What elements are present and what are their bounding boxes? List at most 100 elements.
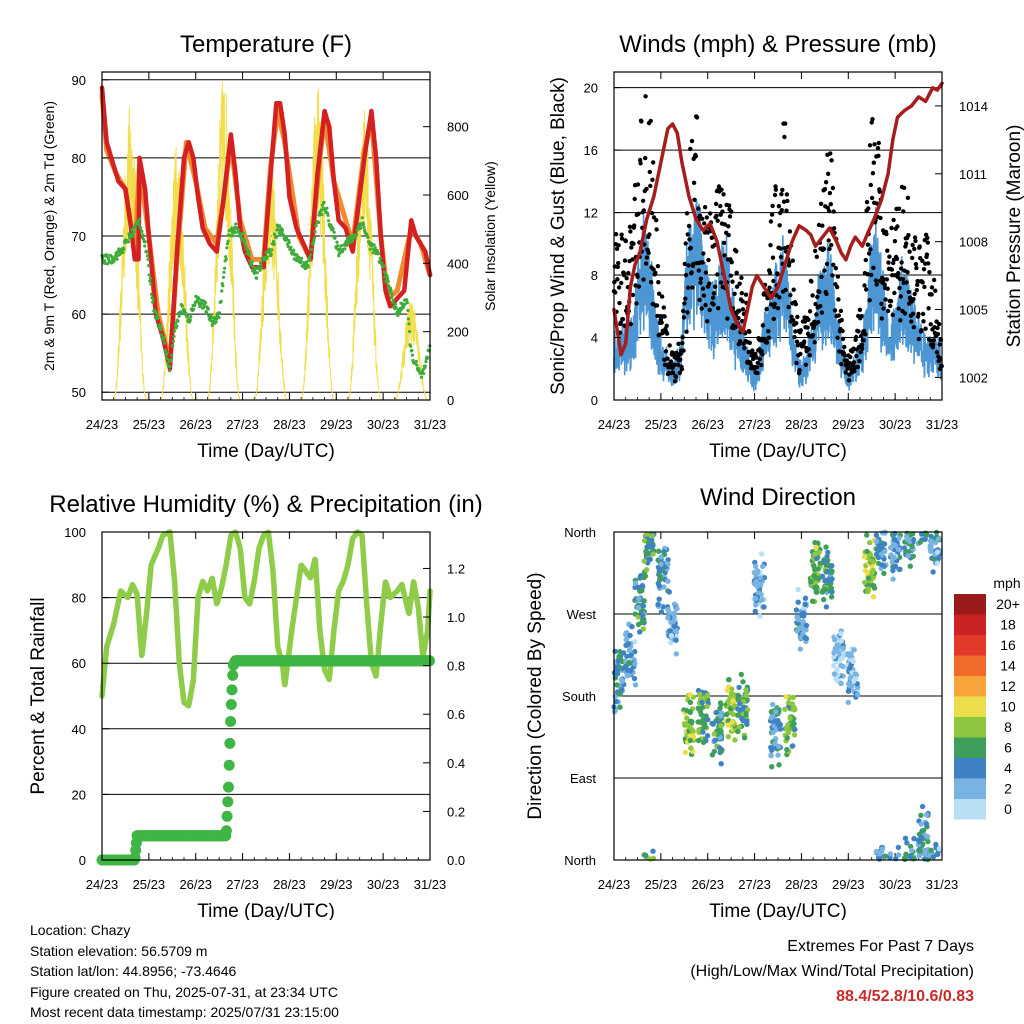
direction-point bbox=[759, 551, 765, 557]
direction-point bbox=[921, 856, 928, 862]
gust-point bbox=[694, 115, 700, 120]
gust-point bbox=[911, 297, 916, 302]
rain-point bbox=[225, 716, 237, 727]
y-tick-label: 20 bbox=[584, 81, 598, 96]
colorbar-label: 0 bbox=[1004, 801, 1012, 817]
gust-point bbox=[711, 302, 716, 307]
dewpoint-point bbox=[348, 234, 353, 238]
gust-point bbox=[861, 328, 867, 334]
gust-point bbox=[743, 292, 749, 297]
direction-point bbox=[770, 701, 776, 708]
gust-point bbox=[673, 374, 679, 380]
direction-point bbox=[798, 635, 804, 641]
gust-point bbox=[827, 246, 832, 252]
gust-point bbox=[691, 261, 696, 267]
dewpoint-point bbox=[234, 222, 238, 226]
dewpoint-point bbox=[205, 311, 209, 315]
direction-point bbox=[892, 542, 899, 549]
gust-point bbox=[688, 146, 693, 152]
direction-point bbox=[831, 662, 837, 669]
gust-point bbox=[722, 222, 728, 227]
direction-point bbox=[819, 573, 826, 580]
direction-point bbox=[657, 572, 663, 579]
direction-point bbox=[650, 848, 656, 854]
gust-point bbox=[902, 311, 908, 316]
x-tick-label: 28/23 bbox=[273, 417, 306, 432]
x-tick-label: 30/23 bbox=[879, 417, 912, 432]
gust-point bbox=[839, 362, 844, 367]
gust-point bbox=[813, 248, 818, 254]
gust-point bbox=[734, 284, 740, 289]
dewpoint-point bbox=[247, 253, 251, 257]
dewpoint-point bbox=[305, 260, 309, 264]
direction-point bbox=[698, 711, 704, 718]
direction-point bbox=[776, 762, 782, 768]
gust-point bbox=[622, 258, 628, 263]
direction-point bbox=[718, 761, 724, 767]
direction-point bbox=[802, 635, 808, 641]
direction-point bbox=[666, 609, 672, 615]
gust-point bbox=[793, 329, 798, 334]
dewpoint-point bbox=[189, 315, 193, 319]
direction-point bbox=[729, 686, 735, 692]
direction-point bbox=[612, 648, 618, 655]
dewpoint-point bbox=[176, 319, 180, 323]
y-right-tick-label: 800 bbox=[447, 120, 469, 135]
y-tick-label: 0 bbox=[79, 853, 86, 868]
dewpoint-point bbox=[149, 282, 153, 286]
dewpoint-point bbox=[180, 304, 184, 308]
dewpoint-point bbox=[274, 235, 278, 239]
gust-point bbox=[828, 151, 833, 156]
direction-point bbox=[687, 733, 693, 739]
direction-point bbox=[682, 749, 689, 756]
gust-point bbox=[935, 325, 940, 331]
direction-point bbox=[934, 560, 940, 566]
dewpoint-point bbox=[259, 263, 263, 267]
dewpoint-point bbox=[154, 311, 159, 315]
direction-point bbox=[928, 847, 934, 853]
dewpoint-point bbox=[313, 230, 317, 234]
dewpoint-point bbox=[170, 353, 174, 357]
x-tick-label: 24/23 bbox=[86, 877, 119, 892]
dewpoint-point bbox=[322, 200, 326, 204]
direction-point bbox=[892, 563, 899, 569]
gust-point bbox=[700, 286, 706, 291]
dewpoint-point bbox=[151, 297, 155, 301]
dewpoint-point bbox=[160, 333, 164, 337]
gust-point bbox=[632, 223, 637, 228]
gust-point bbox=[812, 340, 817, 345]
gust-point bbox=[788, 293, 793, 298]
direction-point bbox=[821, 596, 827, 603]
direction-point bbox=[639, 612, 645, 618]
direction-point bbox=[794, 628, 800, 634]
gust-point bbox=[860, 346, 865, 351]
direction-point bbox=[741, 735, 748, 741]
dewpoint-point bbox=[374, 252, 378, 256]
dewpoint-point bbox=[299, 259, 303, 263]
gust-point bbox=[654, 218, 659, 223]
dewpoint-point bbox=[320, 213, 324, 217]
dewpoint-point bbox=[390, 296, 394, 300]
rain-point bbox=[223, 759, 235, 771]
direction-point bbox=[838, 638, 844, 644]
gust-point bbox=[926, 261, 931, 266]
gust-point bbox=[901, 209, 906, 214]
direction-point bbox=[811, 573, 818, 579]
gust-point bbox=[784, 208, 789, 213]
gust-point bbox=[802, 339, 807, 344]
x-tick-label: 31/23 bbox=[414, 417, 447, 432]
direction-point bbox=[761, 604, 767, 610]
gust-point bbox=[874, 282, 879, 287]
gust-point bbox=[646, 250, 651, 255]
gust-point bbox=[815, 320, 821, 325]
dewpoint-point bbox=[333, 235, 337, 239]
y-right-tick-label: 600 bbox=[447, 188, 469, 203]
direction-point bbox=[754, 583, 760, 589]
dewpoint-point bbox=[405, 298, 409, 302]
dewpoint-point bbox=[130, 234, 134, 239]
direction-point bbox=[867, 540, 873, 546]
dewpoint-point bbox=[145, 254, 150, 258]
direction-point bbox=[847, 665, 853, 671]
gust-point bbox=[746, 349, 751, 355]
gust-point bbox=[629, 245, 634, 250]
